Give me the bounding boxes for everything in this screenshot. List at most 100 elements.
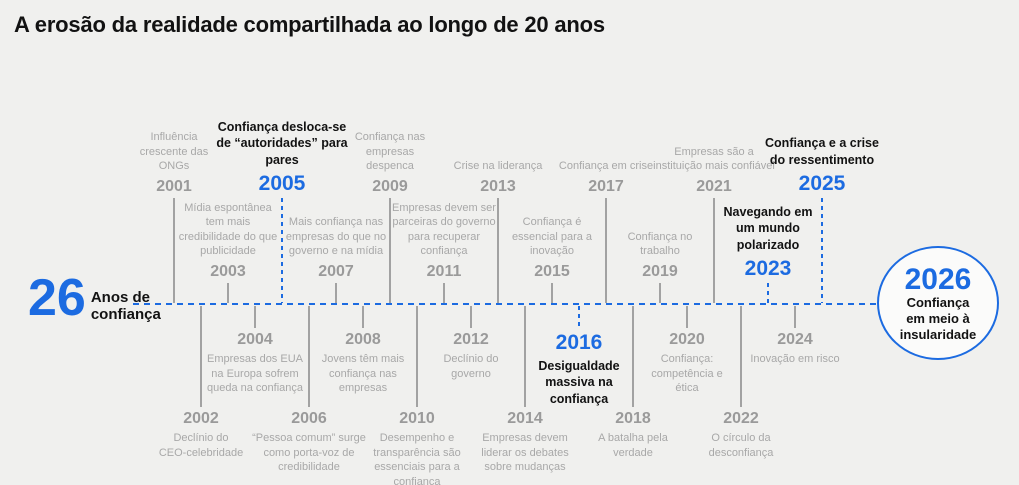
timeline-item-2005: Confiança desloca-se de “autoridades” pa… xyxy=(207,116,357,196)
event-description: Crise na liderança xyxy=(453,160,543,173)
year-label: 2004 xyxy=(237,331,273,348)
event-description: Mídia espontânea tem mais credibilidade … xyxy=(178,201,278,258)
year-label: 2025 xyxy=(798,171,846,195)
year-label: 2018 xyxy=(615,410,651,427)
event-description: Confiança nas empresas despenca xyxy=(354,131,426,173)
event-description: A batalha pela verdade xyxy=(598,432,668,459)
event-description: “Pessoa comum” surge como porta-voz de c… xyxy=(252,432,366,474)
timeline-item-2010: 2010 Desempenho e transparência são essen… xyxy=(342,409,492,485)
event-description: Jovens têm mais confiança nas empresas xyxy=(321,353,405,395)
page-title: A erosão da realidade compartilhada ao l… xyxy=(14,12,605,37)
event-description: O círculo da desconfiança xyxy=(708,432,774,459)
event-description: Influência crescente das ONGs xyxy=(139,131,209,173)
connector-line-2001 xyxy=(173,198,175,303)
event-description: Desigualdade massiva na confiança xyxy=(538,359,620,406)
connector-line-2003 xyxy=(227,283,229,303)
year-label: 2024 xyxy=(777,331,813,348)
connector-line-2015 xyxy=(551,283,553,303)
connector-line-2010 xyxy=(416,306,418,407)
timeline-item-2026: 2026 Confiança em meio à insularidade xyxy=(877,246,999,360)
year-label: 2006 xyxy=(291,410,327,427)
timeline-item-2001: Influência crescente das ONGs 2001 xyxy=(99,127,249,196)
event-description: Confiança em crise xyxy=(558,160,654,173)
connector-line-2017 xyxy=(605,198,607,303)
year-label: 2003 xyxy=(210,262,246,280)
timeline-item-2013: Crise na liderança 2013 xyxy=(423,156,573,196)
connector-line-2014 xyxy=(524,306,526,407)
connector-line-2023 xyxy=(767,283,769,303)
connector-line-2006 xyxy=(308,306,310,407)
year-label: 2007 xyxy=(318,262,354,280)
event-description: Confiança no trabalho xyxy=(627,230,693,258)
timeline-item-2016: 2016 Desigualdade massiva na confiança xyxy=(504,330,654,410)
year-label: 2019 xyxy=(642,262,678,280)
connector-line-2007 xyxy=(335,283,337,303)
timeline-item-2011: Empresas devem ser parceiras do governo … xyxy=(369,198,519,281)
year-label: 2010 xyxy=(399,410,435,427)
event-description: Empresas são a instituição mais confiáve… xyxy=(653,145,775,173)
connector-line-2005 xyxy=(281,198,283,303)
timeline-item-2019: Confiança no trabalho 2019 xyxy=(585,227,735,281)
year-label: 2026 xyxy=(904,262,972,296)
timeline-item-2007: Mais confiança nas empresas do que no go… xyxy=(261,212,411,281)
year-label: 2021 xyxy=(696,177,732,195)
year-label: 2014 xyxy=(507,410,543,427)
connector-line-2011 xyxy=(443,283,445,303)
timeline-item-2002: 2002 Declínio do CEO-celebridade xyxy=(126,409,276,463)
event-description: Empresas devem liderar os debates sobre … xyxy=(481,432,569,474)
timeline-item-2003: Mídia espontânea tem mais credibilidade … xyxy=(153,198,303,281)
connector-line-2020 xyxy=(686,306,688,328)
timeline-item-2023: Navegando em um mundo polarizado 2023 xyxy=(693,201,843,281)
timeline-item-2014: 2014 Empresas devem liderar os debates so… xyxy=(450,409,600,478)
connector-line-2022 xyxy=(740,306,742,407)
event-description: Confiança e a crise do ressentimento xyxy=(765,136,879,167)
year-label: 2020 xyxy=(669,331,705,348)
event-description: Declínio do CEO-celebridade xyxy=(158,432,244,459)
years-of-trust-label: 26 Anos de confiança xyxy=(28,269,161,327)
connector-line-2013 xyxy=(497,198,499,303)
timeline-item-2009: Confiança nas empresas despenca 2009 xyxy=(315,127,465,196)
timeline-item-2024: 2024 Inovação em risco xyxy=(720,330,870,370)
timeline-item-2025: Confiança e a crise do ressentimento 2025 xyxy=(747,132,897,196)
event-description: Confiança é essencial para a inovação xyxy=(511,216,593,258)
year-label: 2012 xyxy=(453,331,489,348)
year-label: 2001 xyxy=(156,177,192,195)
year-label: 2015 xyxy=(534,262,570,280)
year-label: 2017 xyxy=(588,177,624,195)
connector-line-2016 xyxy=(578,306,580,328)
event-description: Confiança em meio à insularidade xyxy=(899,295,977,342)
connector-line-2018 xyxy=(632,306,634,407)
timeline-item-2004: 2004 Empresas dos EUA na Europa sofrem qu… xyxy=(180,330,330,399)
year-label: 2013 xyxy=(480,177,516,195)
event-description: Navegando em um mundo polarizado xyxy=(723,205,813,252)
connector-line-2021 xyxy=(713,198,715,303)
event-description: Empresas devem ser parceiras do governo … xyxy=(392,201,496,258)
event-description: Empresas dos EUA na Europa sofrem queda … xyxy=(206,353,304,395)
timeline-axis xyxy=(133,303,880,305)
year-label: 2011 xyxy=(426,262,462,280)
year-label: 2016 xyxy=(555,331,603,354)
connector-line-2004 xyxy=(254,306,256,328)
event-description: Declínio do governo xyxy=(443,353,499,380)
timeline-item-2021: Empresas são a instituição mais confiáve… xyxy=(639,142,789,196)
year-label: 2009 xyxy=(372,177,408,195)
event-description: Confiança: competência e ética xyxy=(651,353,723,395)
year-label: 2005 xyxy=(258,171,306,195)
year-label: 2023 xyxy=(744,256,792,280)
timeline-item-2018: 2018 A batalha pela verdade xyxy=(558,409,708,463)
years-count: 26 xyxy=(28,269,86,327)
connector-line-2024 xyxy=(794,306,796,328)
timeline-item-2012: 2012 Declínio do governo xyxy=(396,330,546,384)
event-description: Desempenho e transparência são essenciai… xyxy=(373,432,461,485)
year-label: 2008 xyxy=(345,331,381,348)
connector-line-2009 xyxy=(389,198,391,303)
timeline-item-2020: 2020 Confiança: competência e ética xyxy=(612,330,762,399)
event-description: Mais confiança nas empresas do que no go… xyxy=(285,216,387,258)
timeline-item-2008: 2008 Jovens têm mais confiança nas empres… xyxy=(288,330,438,399)
timeline-item-2017: Confiança em crise 2017 xyxy=(531,156,681,196)
years-count-caption: Anos de confiança xyxy=(90,289,161,324)
year-label: 2022 xyxy=(723,410,759,427)
year-label: 2002 xyxy=(183,410,219,427)
event-description: Inovação em risco xyxy=(750,353,840,366)
